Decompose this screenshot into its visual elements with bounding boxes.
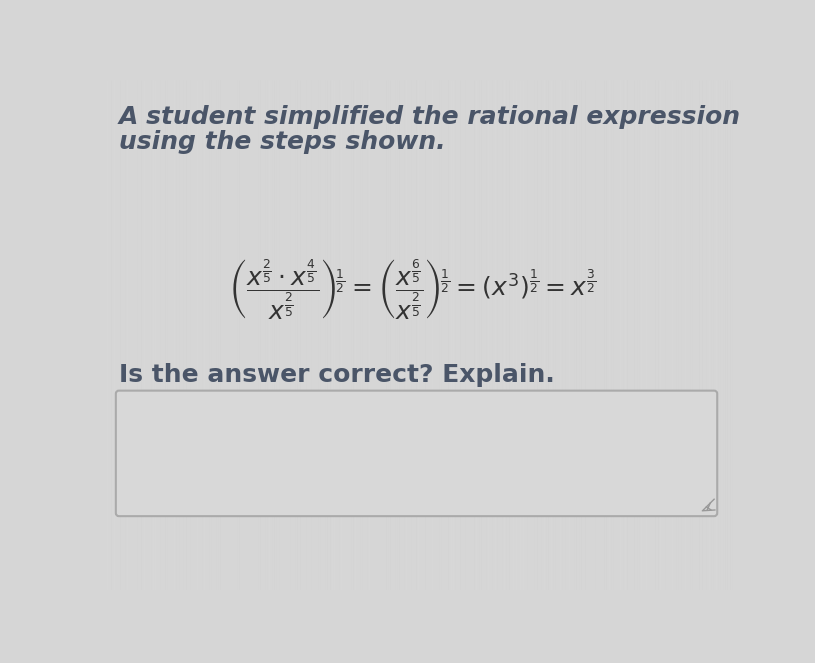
- Text: Is the answer correct? Explain.: Is the answer correct? Explain.: [119, 363, 555, 387]
- Text: A student simplified the rational expression: A student simplified the rational expres…: [119, 105, 741, 129]
- Text: using the steps shown.: using the steps shown.: [119, 129, 446, 154]
- Text: $\left(\dfrac{x^{\frac{2}{5}} \cdot x^{\frac{4}{5}}}{x^{\frac{2}{5}}}\right)^{\!: $\left(\dfrac{x^{\frac{2}{5}} \cdot x^{\…: [227, 258, 596, 322]
- FancyBboxPatch shape: [116, 391, 717, 516]
